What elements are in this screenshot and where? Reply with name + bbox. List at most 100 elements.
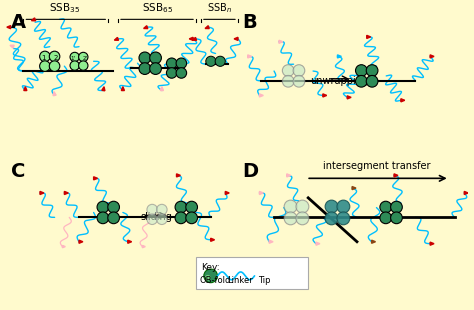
- Circle shape: [337, 200, 350, 213]
- Polygon shape: [372, 240, 375, 243]
- Circle shape: [186, 201, 198, 213]
- Circle shape: [175, 212, 187, 224]
- Polygon shape: [430, 55, 434, 58]
- Polygon shape: [192, 38, 197, 40]
- Text: A: A: [11, 12, 26, 32]
- Text: SSB$_{35}$: SSB$_{35}$: [49, 2, 80, 16]
- Text: D: D: [242, 162, 258, 181]
- Circle shape: [97, 212, 109, 224]
- Text: Tip: Tip: [258, 276, 271, 285]
- Polygon shape: [234, 37, 238, 40]
- Polygon shape: [259, 94, 264, 97]
- Polygon shape: [430, 242, 434, 245]
- Polygon shape: [279, 40, 283, 43]
- Polygon shape: [189, 37, 193, 40]
- Circle shape: [380, 212, 392, 224]
- Circle shape: [284, 212, 297, 225]
- Polygon shape: [248, 55, 252, 58]
- Text: Linker: Linker: [227, 276, 253, 285]
- Circle shape: [166, 68, 177, 78]
- Circle shape: [175, 201, 187, 213]
- Circle shape: [40, 51, 50, 62]
- Polygon shape: [128, 240, 132, 243]
- Circle shape: [49, 61, 60, 71]
- Circle shape: [79, 61, 88, 70]
- Polygon shape: [255, 274, 258, 277]
- Circle shape: [108, 212, 119, 224]
- Polygon shape: [225, 191, 229, 194]
- Polygon shape: [24, 86, 27, 91]
- Circle shape: [176, 58, 187, 69]
- Circle shape: [156, 214, 167, 224]
- Circle shape: [391, 201, 402, 213]
- Polygon shape: [40, 191, 44, 194]
- Circle shape: [356, 75, 367, 87]
- Polygon shape: [10, 45, 14, 48]
- Text: intersegment transfer: intersegment transfer: [323, 161, 430, 171]
- Text: 1: 1: [42, 55, 46, 61]
- Circle shape: [49, 51, 60, 62]
- Circle shape: [206, 56, 216, 66]
- Circle shape: [156, 204, 167, 215]
- Text: OB-fold: OB-fold: [200, 276, 231, 285]
- Circle shape: [366, 65, 378, 76]
- Circle shape: [296, 200, 309, 213]
- Circle shape: [97, 201, 109, 213]
- Polygon shape: [464, 191, 468, 194]
- Polygon shape: [347, 96, 351, 99]
- Text: SSB$_{n}$: SSB$_{n}$: [207, 2, 232, 16]
- Polygon shape: [114, 38, 118, 40]
- Polygon shape: [53, 91, 56, 96]
- Circle shape: [176, 68, 187, 78]
- Circle shape: [215, 56, 225, 66]
- Circle shape: [70, 61, 79, 70]
- Circle shape: [150, 63, 162, 74]
- Polygon shape: [210, 238, 215, 241]
- Circle shape: [205, 275, 210, 281]
- Text: 2: 2: [54, 55, 58, 61]
- Circle shape: [70, 52, 79, 62]
- Circle shape: [325, 212, 338, 225]
- Circle shape: [284, 200, 297, 213]
- Polygon shape: [7, 26, 11, 29]
- Circle shape: [139, 63, 151, 74]
- Polygon shape: [205, 26, 209, 29]
- Polygon shape: [367, 35, 371, 38]
- Polygon shape: [352, 187, 356, 190]
- Circle shape: [139, 52, 151, 64]
- Polygon shape: [79, 240, 83, 243]
- Text: B: B: [242, 12, 256, 32]
- Circle shape: [204, 269, 218, 283]
- FancyBboxPatch shape: [196, 257, 308, 289]
- Circle shape: [166, 58, 177, 69]
- Circle shape: [325, 200, 338, 213]
- Polygon shape: [63, 246, 65, 248]
- Circle shape: [293, 75, 305, 87]
- Polygon shape: [316, 242, 320, 245]
- Text: C: C: [11, 162, 25, 181]
- Text: Key:: Key:: [201, 263, 219, 272]
- Polygon shape: [31, 18, 36, 21]
- Circle shape: [337, 212, 350, 225]
- Polygon shape: [337, 55, 341, 58]
- Circle shape: [380, 201, 392, 213]
- Circle shape: [283, 75, 294, 87]
- Text: 1': 1': [71, 56, 76, 61]
- Circle shape: [150, 52, 162, 64]
- Circle shape: [283, 65, 294, 76]
- Polygon shape: [323, 94, 327, 97]
- Text: sliding: sliding: [140, 212, 172, 222]
- Polygon shape: [401, 99, 405, 102]
- Polygon shape: [259, 191, 264, 194]
- Polygon shape: [142, 246, 146, 248]
- Polygon shape: [121, 86, 125, 91]
- Polygon shape: [144, 26, 148, 29]
- Circle shape: [391, 212, 402, 224]
- Circle shape: [186, 212, 198, 224]
- Circle shape: [293, 65, 305, 76]
- Polygon shape: [269, 240, 273, 243]
- Circle shape: [147, 214, 157, 224]
- Circle shape: [79, 52, 88, 62]
- Circle shape: [108, 201, 119, 213]
- Polygon shape: [64, 191, 68, 194]
